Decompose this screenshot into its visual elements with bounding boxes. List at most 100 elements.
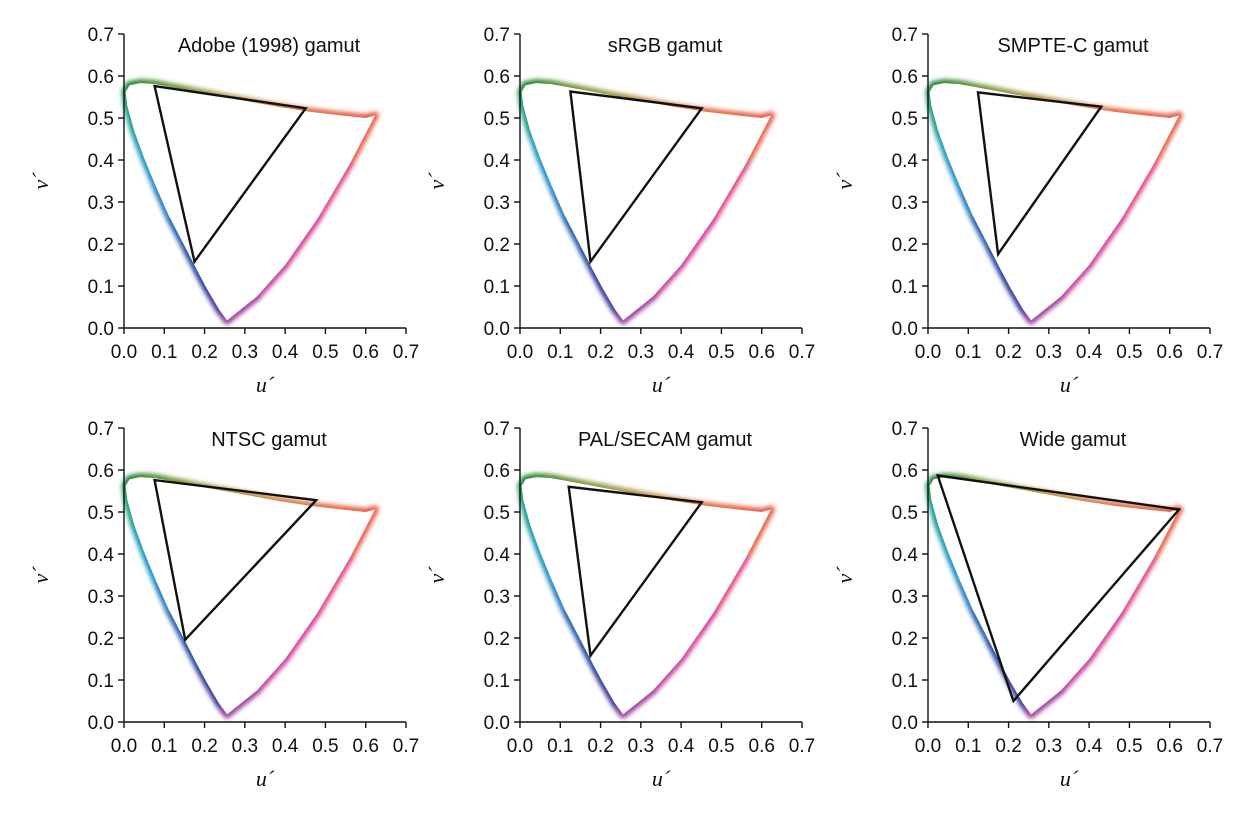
locus-interior — [521, 477, 771, 715]
locus-segment — [648, 261, 686, 301]
locus-segment — [1027, 686, 1065, 719]
y-tick-label: 0.2 — [484, 235, 510, 256]
x-tick-label: 0.7 — [393, 342, 419, 363]
x-tick-label: 0.3 — [232, 736, 258, 757]
y-tick-label: 0.7 — [88, 419, 114, 440]
y-axis-label: v´ — [28, 566, 53, 584]
y-tick-label: 0.1 — [88, 277, 114, 298]
gamut-triangle — [569, 90, 704, 265]
y-tick-label: 0.7 — [484, 25, 510, 46]
locus-segment — [988, 480, 1021, 493]
locus-segment — [1006, 284, 1028, 314]
chart-title: NTSC gamut — [211, 429, 327, 451]
locus-segment — [240, 490, 282, 505]
locus-segment — [1141, 505, 1174, 516]
x-axis-label: u´ — [652, 372, 671, 397]
locus-segment — [208, 484, 249, 499]
x-tick-label: 0.3 — [628, 342, 654, 363]
y-tick-label: 0.5 — [88, 503, 114, 524]
y-tick-label: 0.4 — [484, 545, 511, 566]
y-tick-label: 0.6 — [892, 67, 918, 88]
y-tick-label: 0.0 — [484, 319, 510, 340]
x-tick-label: 0.6 — [1157, 736, 1183, 757]
x-tick-label: 0.5 — [312, 342, 338, 363]
gamut-triangle — [976, 91, 1104, 258]
locus-segment — [580, 86, 613, 99]
y-tick-label: 0.6 — [88, 461, 114, 482]
x-tick-label: 0.3 — [1036, 736, 1062, 757]
x-tick-label: 0.6 — [353, 342, 379, 363]
locus-segment — [305, 107, 346, 120]
chart-title: PAL/SECAM gamut — [578, 429, 753, 451]
locus-segment — [1006, 678, 1028, 708]
gamut-triangle — [935, 474, 1182, 704]
x-tick-label: 0.3 — [628, 736, 654, 757]
locus-interior — [125, 83, 375, 321]
x-tick-label: 0.1 — [955, 736, 981, 757]
x-tick-label: 0.5 — [708, 736, 734, 757]
x-tick-label: 0.5 — [708, 342, 734, 363]
locus-segment — [1109, 107, 1150, 120]
gamut-triangle — [153, 84, 308, 265]
chart-panel: 0.0 0.1 0.2 0.3 0.4 0.5 0.6 0.7 0.0 0.1 0.2 0.3 0.4 0… — [832, 419, 1223, 791]
x-tick-label: 0.6 — [1157, 342, 1183, 363]
locus-segment — [252, 261, 290, 301]
x-axis-label: u´ — [256, 372, 275, 397]
y-tick-label: 0.3 — [88, 587, 114, 608]
x-tick-label: 0.2 — [995, 342, 1021, 363]
x-tick-label: 0.4 — [272, 342, 299, 363]
locus-segment — [701, 107, 742, 120]
x-tick-label: 0.7 — [1197, 736, 1223, 757]
y-tick-label: 0.7 — [892, 419, 918, 440]
x-tick-label: 0.1 — [547, 342, 573, 363]
x-tick-label: 0.7 — [393, 736, 419, 757]
locus-segment — [619, 686, 657, 719]
x-axis-label: u´ — [652, 766, 671, 791]
chart-title: Adobe (1998) gamut — [178, 35, 361, 57]
locus-segment — [1027, 292, 1065, 325]
x-tick-label: 0.1 — [547, 736, 573, 757]
locus-segment — [733, 111, 766, 122]
x-tick-label: 0.7 — [1197, 342, 1223, 363]
locus-segment — [337, 505, 370, 516]
locus-segment — [701, 501, 742, 514]
chart-title: Wide gamut — [1020, 429, 1127, 451]
y-tick-label: 0.1 — [892, 277, 918, 298]
y-tick-label: 0.7 — [88, 25, 114, 46]
y-tick-label: 0.2 — [892, 235, 918, 256]
x-tick-label: 0.6 — [749, 342, 775, 363]
x-axis-label: u´ — [256, 766, 275, 791]
y-tick-label: 0.6 — [88, 67, 114, 88]
x-tick-label: 0.0 — [507, 736, 533, 757]
y-tick-label: 0.5 — [892, 109, 918, 130]
y-axis-label: v´ — [424, 566, 449, 584]
y-tick-label: 0.7 — [892, 25, 918, 46]
y-tick-label: 0.5 — [484, 109, 510, 130]
y-tick-label: 0.6 — [484, 461, 510, 482]
locus-segment — [223, 292, 261, 325]
locus-segment — [1044, 490, 1086, 505]
y-tick-label: 0.3 — [892, 587, 918, 608]
x-tick-label: 0.0 — [111, 736, 137, 757]
locus-interior — [929, 477, 1179, 715]
locus-interior — [521, 83, 771, 321]
locus-segment — [1077, 102, 1118, 116]
chart-panel: 0.0 0.1 0.2 0.3 0.4 0.5 0.6 0.7 0.0 0.1 0.2 0.3 0.4 0… — [424, 25, 815, 397]
locus-segment — [580, 480, 613, 493]
locus-segment — [648, 655, 686, 695]
locus-segment — [305, 501, 346, 514]
y-tick-label: 0.0 — [88, 319, 114, 340]
y-tick-label: 0.1 — [88, 671, 114, 692]
y-axis-label: v´ — [832, 172, 857, 190]
y-tick-label: 0.5 — [88, 109, 114, 130]
locus-segment — [598, 678, 620, 708]
y-tick-label: 0.3 — [484, 587, 510, 608]
y-tick-label: 0.0 — [88, 713, 114, 734]
x-tick-label: 0.0 — [915, 342, 941, 363]
y-tick-label: 0.2 — [484, 629, 510, 650]
locus-segment — [273, 496, 314, 510]
chart-panel: 0.0 0.1 0.2 0.3 0.4 0.5 0.6 0.7 0.0 0.1 0.2 0.3 0.4 0… — [28, 25, 419, 397]
x-tick-label: 0.4 — [668, 736, 695, 757]
x-tick-label: 0.2 — [587, 342, 613, 363]
x-tick-label: 0.0 — [507, 342, 533, 363]
